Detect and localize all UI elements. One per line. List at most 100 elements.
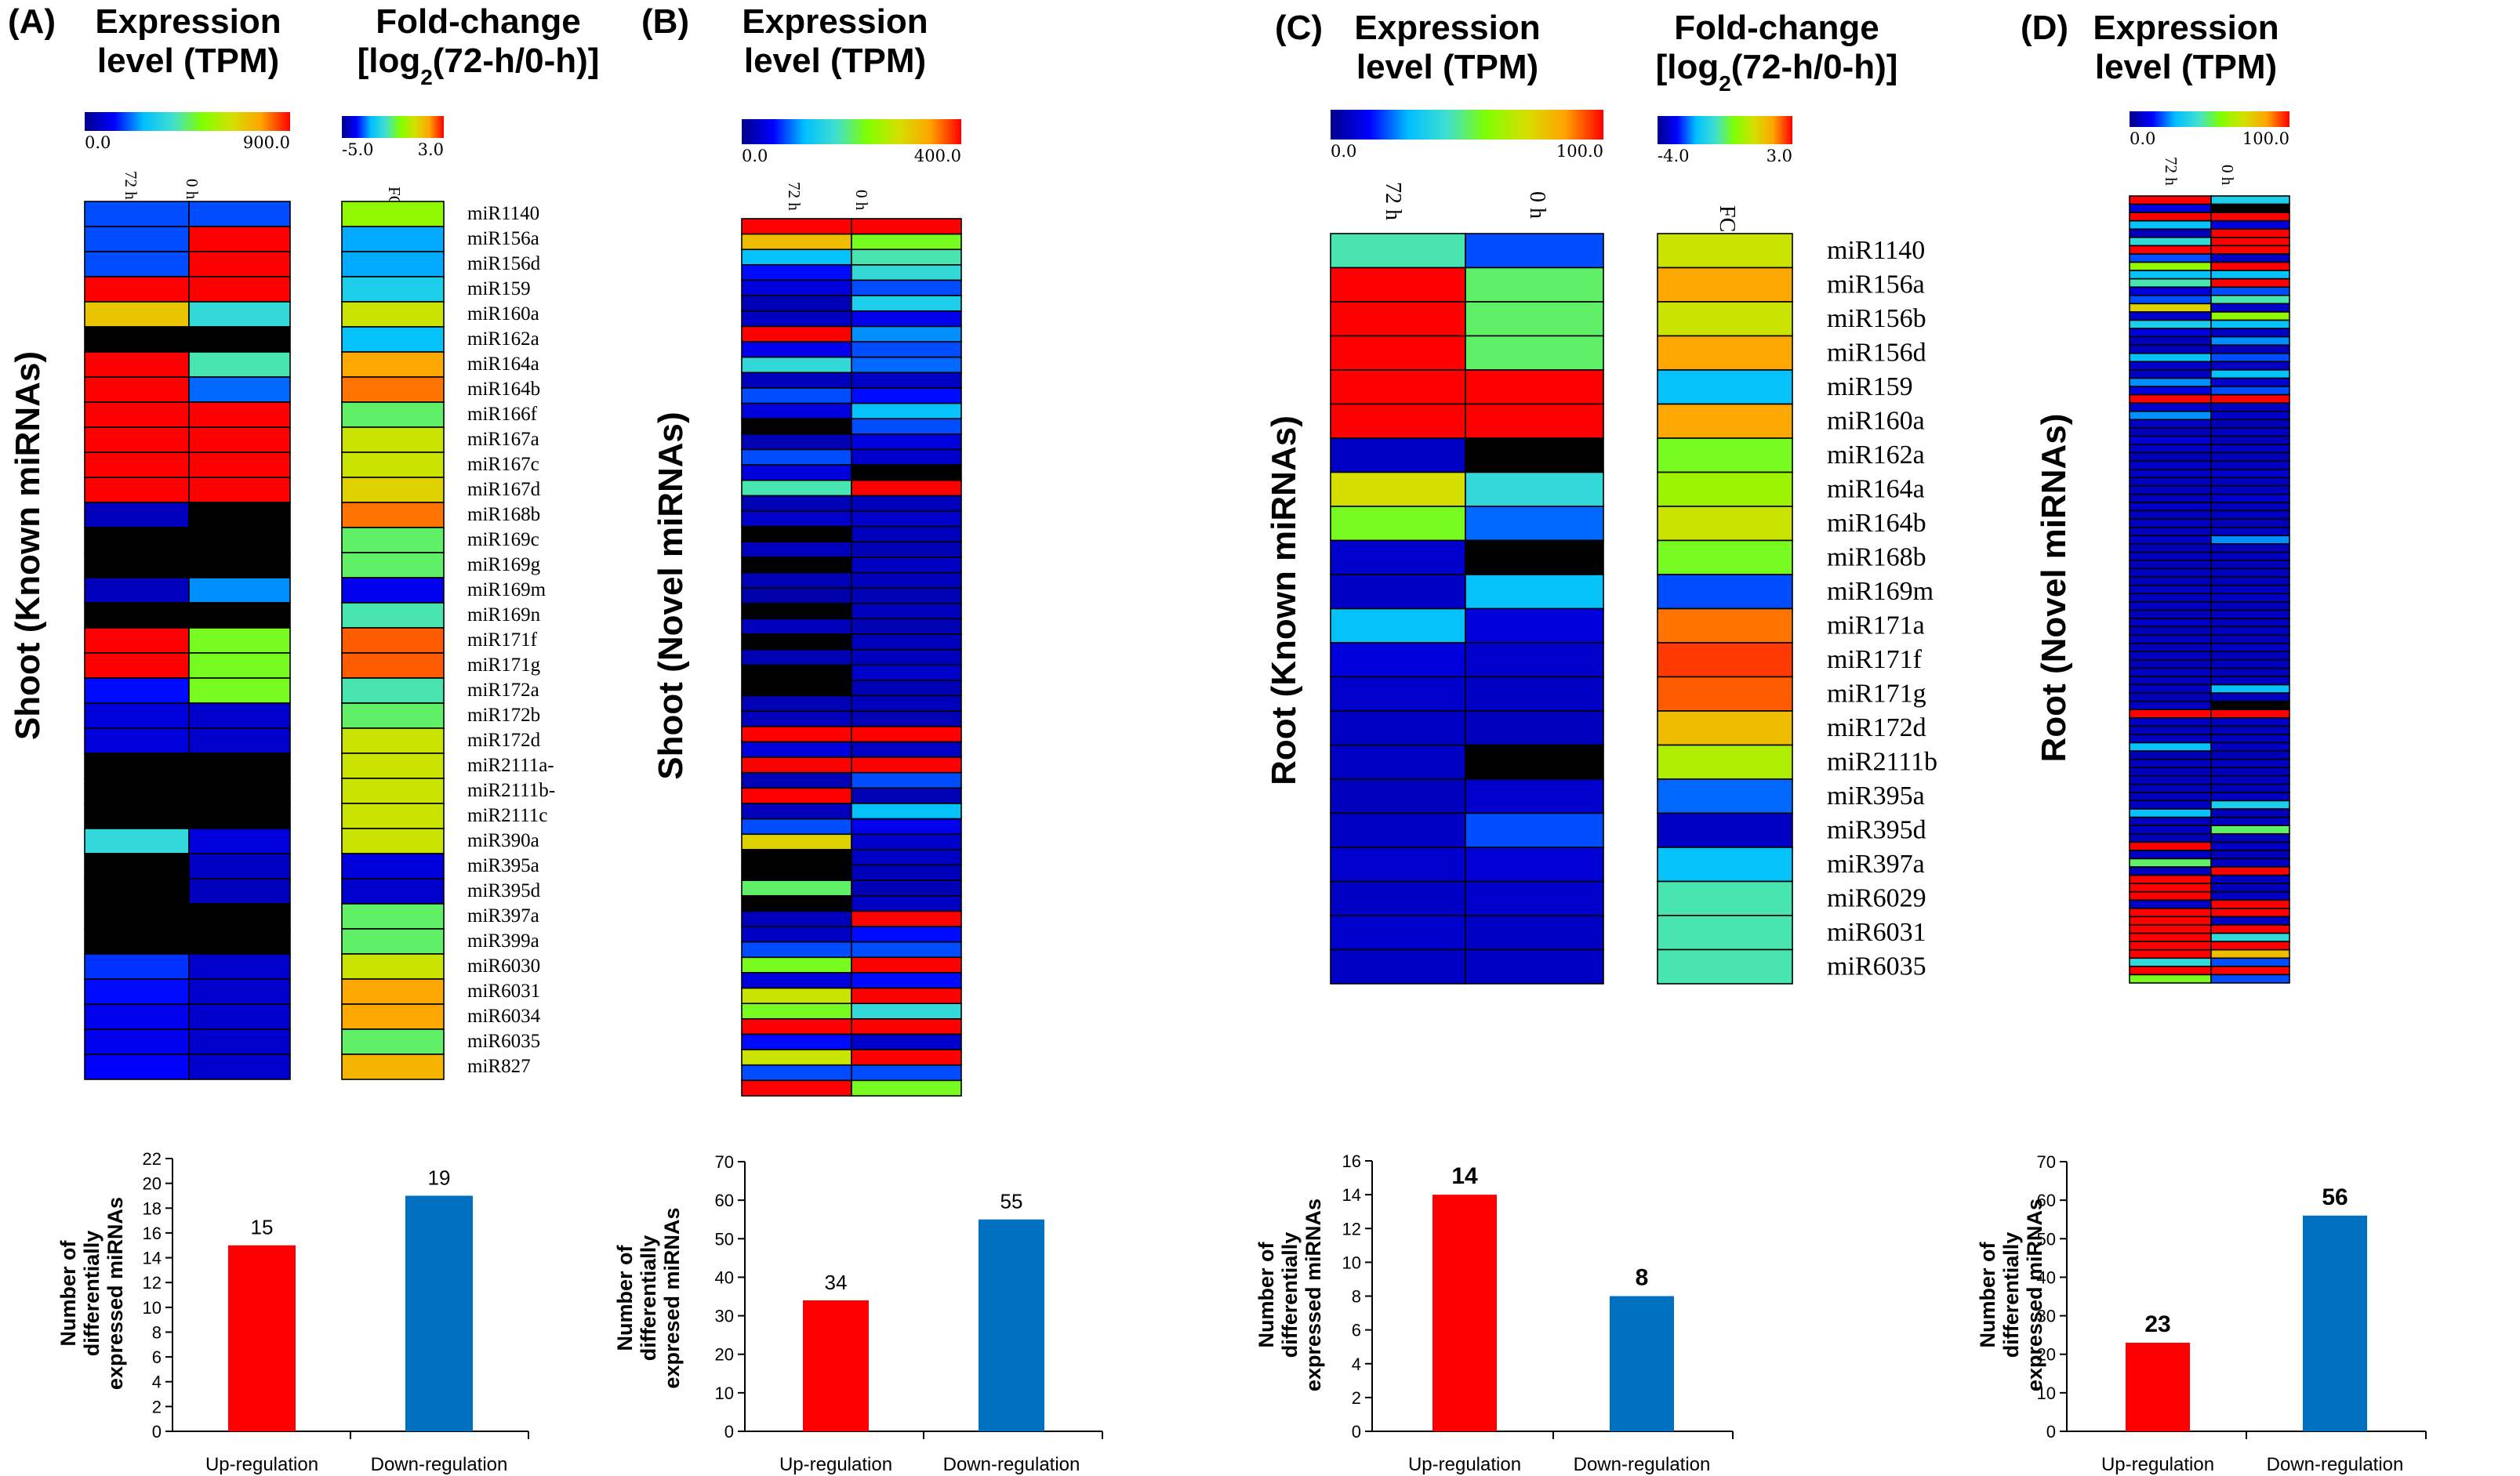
- panel-d-0h-cell: [2210, 584, 2290, 595]
- panel-b-72h-cell: [741, 987, 852, 1005]
- y-tick-label: 0: [152, 1422, 162, 1442]
- panel-a-row-label: miR169m: [467, 579, 546, 600]
- panel-d-72h-cell: [2129, 319, 2212, 329]
- panel-b-0h-cell: [851, 248, 962, 266]
- panel-b-72h-cell: [741, 894, 852, 912]
- panel-d-0h-cell: [2210, 410, 2290, 421]
- panel-c-0h-cell: [1465, 948, 1604, 985]
- panel-b-72h-cell: [741, 833, 852, 850]
- panel-d-72h-cell: [2129, 386, 2212, 396]
- panel-d-0h-cell: [2210, 717, 2290, 727]
- panel-b-0h-cell: [851, 341, 962, 358]
- panel-c-fc-cell: [1657, 267, 1793, 303]
- panel-b-72h-cell: [741, 756, 852, 774]
- panel-a-fc-cell: [341, 1028, 445, 1055]
- panel-a-row-label: miR156d: [467, 253, 541, 274]
- panel-d-0h-cell: [2210, 792, 2290, 802]
- panel-c-0h-cell: [1465, 880, 1604, 916]
- panel-d-72h-cell: [2129, 941, 2212, 951]
- panel-a-72h-cell: [84, 401, 190, 428]
- panel-a-row-label: miR169c: [467, 529, 539, 550]
- panel-d-72h-cell: [2129, 485, 2212, 495]
- panel-a-72h-cell: [84, 803, 190, 829]
- panel-c-row-label: miR162a: [1827, 441, 1925, 470]
- panel-a-0h-cell: [188, 1028, 291, 1055]
- panel-d-0h-cell: [2210, 212, 2290, 222]
- fc-title-subscript: 2: [1719, 71, 1731, 96]
- panel-d-72h-cell: [2129, 684, 2212, 694]
- panel-c-72h-cell: [1330, 744, 1466, 780]
- panel-c-row-label: miR156d: [1827, 339, 1926, 368]
- y-tick-label: 20: [2037, 1345, 2056, 1365]
- panel-a-0h-cell: [188, 953, 291, 980]
- panel-a-72h-cell: [84, 226, 190, 252]
- panel-d-72h-cell: [2129, 957, 2212, 967]
- y-axis-title: Number of: [1255, 1241, 1278, 1347]
- panel-a-fc-cell: [341, 527, 445, 553]
- panel-b-72h-cell: [741, 495, 852, 512]
- panel-a-72h-cell: [84, 301, 190, 328]
- panel-d-72h-cell: [2129, 883, 2212, 893]
- panel-d-72h-cell: [2129, 832, 2212, 843]
- panel-d-72h-cell: [2129, 966, 2212, 976]
- panel-d-0h-cell: [2210, 393, 2290, 404]
- panel-b-0h-cell: [851, 787, 962, 804]
- panel-c-0h-cell: [1465, 437, 1604, 473]
- panel-b-0h-cell: [851, 910, 962, 927]
- panel-d-0h-cell: [2210, 825, 2290, 835]
- panel-a-fc-cell: [341, 351, 445, 378]
- panel-d-0h-cell: [2210, 800, 2290, 810]
- panel-d-72h-cell: [2129, 593, 2212, 603]
- panel-a-0h-cell: [188, 552, 291, 578]
- panel-d-0h-cell: [2210, 286, 2290, 296]
- panel-a-fc-cell: [341, 552, 445, 578]
- panel-a-fc-cell: [341, 828, 445, 854]
- panel-a-fc-colorbar-bar: [342, 116, 444, 138]
- panel-d-72h-cell: [2129, 286, 2212, 296]
- panel-a-row-label: miR395a: [467, 855, 539, 876]
- panel-d-72h-cell: [2129, 493, 2212, 503]
- panel-c-row-label: miR6035: [1827, 952, 1926, 981]
- panel-b-0h-cell: [851, 756, 962, 774]
- panel-d-0h-cell: [2210, 369, 2290, 379]
- panel-b-0h-cell: [851, 602, 962, 620]
- y-tick-label: 0: [2046, 1422, 2056, 1442]
- y-tick-label: 4: [1352, 1355, 1361, 1374]
- panel-a-row-label: miR395d: [467, 880, 541, 901]
- panel-b-0h-cell: [851, 1064, 962, 1082]
- panel-a-expression-title-line1: Expression: [95, 2, 281, 41]
- panel-a-fc-cell: [341, 727, 445, 754]
- down-regulation-bar: [979, 1219, 1044, 1431]
- panel-a-row-label: miR397a: [467, 905, 539, 927]
- y-tick-label: 70: [715, 1152, 734, 1172]
- panel-d-72h-cell: [2129, 253, 2212, 263]
- panel-c-row-label: miR6029: [1827, 884, 1926, 913]
- panel-a-fc-cell: [341, 251, 445, 277]
- panel-c-fc-cell: [1657, 710, 1793, 746]
- panel-c-72h-cell: [1330, 437, 1466, 473]
- panel-d-0h-cell: [2210, 767, 2290, 777]
- panel-a-72h-cell: [84, 276, 190, 303]
- panel-b-0h-cell: [851, 495, 962, 512]
- panel-b-0h-cell: [851, 295, 962, 312]
- panel-a-72h-cell: [84, 376, 190, 403]
- panel-b-72h-cell: [741, 910, 852, 927]
- panel-d-0h-cell: [2210, 228, 2290, 238]
- panel-c-expression-colorbar-max-label: 100.0: [1556, 142, 1603, 161]
- bar-value-label: 56: [2322, 1184, 2348, 1210]
- panel-d-0h-cell: [2210, 277, 2290, 288]
- panel-c-fc-cell: [1657, 812, 1793, 848]
- panel-a-0h-cell: [188, 577, 291, 604]
- panel-a-row-label: miR6030: [467, 956, 540, 977]
- panel-a-0h-cell: [188, 778, 291, 804]
- panel-b-72h-cell: [741, 418, 852, 435]
- panel-a-0h-cell: [188, 978, 291, 1005]
- y-axis-title: expressed miRNAs: [2023, 1199, 2046, 1391]
- panel-b-0h-cell: [851, 771, 962, 789]
- panel-b-72h-cell: [741, 618, 852, 635]
- panel-a-fc-cell: [341, 1003, 445, 1030]
- panel-d-expression-title-line2: level (TPM): [2095, 48, 2277, 86]
- panel-c-fc-cell: [1657, 301, 1793, 337]
- panel-d-72h-cell: [2129, 618, 2212, 628]
- panel-b-72h-cell: [741, 972, 852, 989]
